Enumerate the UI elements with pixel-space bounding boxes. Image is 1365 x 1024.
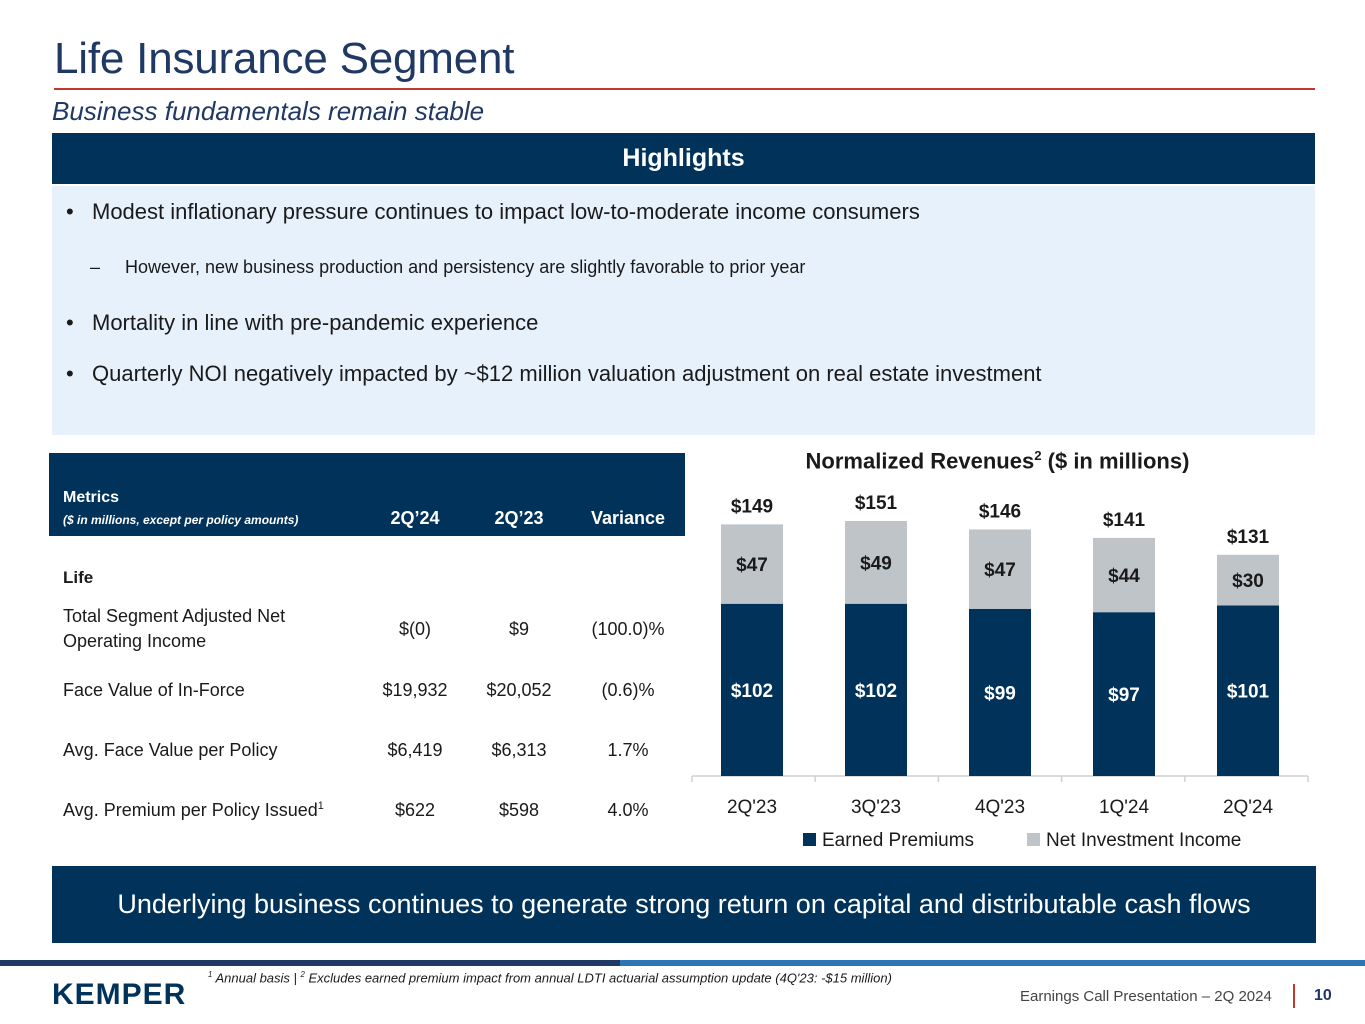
footer-rule-accent (620, 960, 1365, 966)
footnote-marker: 1 (317, 800, 324, 812)
cell-variance: 4.0% (607, 800, 649, 820)
footnote-1: Annual basis | (212, 970, 301, 986)
highlight-sub-bullet: – However, new business production and p… (90, 257, 805, 278)
title-divider (54, 88, 1315, 90)
page-subtitle: Business fundamentals remain stable (52, 96, 485, 126)
cell-2q24: $19,932 (382, 680, 448, 700)
row-label: Face Value of In-Force (63, 680, 245, 700)
metrics-table-header: Metrics ($ in millions, except per polic… (49, 453, 685, 536)
legend-label: Earned Premiums (822, 830, 974, 851)
data-label-net-investment-income: $47 (984, 560, 1016, 581)
footnote-1-marker: 1 (208, 970, 213, 979)
bullet-glyph: • (66, 310, 74, 335)
x-tick-label: 2Q'24 (1223, 797, 1274, 818)
footnote-2: Excludes earned premium impact from annu… (304, 970, 892, 986)
bar-earned-premiums (1217, 605, 1279, 776)
footnote-2-marker: 2 (300, 970, 305, 979)
x-tick-label: 1Q'24 (1099, 797, 1150, 818)
metrics-section-label: Life (63, 568, 94, 587)
cell-2q23: $598 (498, 800, 540, 820)
footnotes: 1 Annual basis | 2 Excludes earned premi… (208, 970, 892, 985)
row-label: Avg. Premium per Policy Issued1 (63, 800, 324, 821)
highlights-heading: Highlights (52, 133, 1315, 184)
column-header-variance: Variance (590, 508, 666, 528)
highlight-bullet: • Modest inflationary pressure continues… (66, 199, 920, 225)
x-tick-label: 2Q'23 (727, 797, 777, 818)
bullet-glyph: • (66, 199, 74, 224)
bar-earned-premiums (1093, 612, 1155, 776)
data-label-total: $146 (979, 501, 1021, 522)
highlights-panel: • Modest inflationary pressure continues… (52, 186, 1315, 435)
data-label-total: $151 (855, 493, 898, 514)
row-label: Avg. Face Value per Policy (63, 740, 278, 760)
metrics-heading: Metrics (63, 489, 120, 506)
bar-net-investment-income (969, 529, 1031, 609)
legend-label: Net Investment Income (1046, 830, 1241, 851)
conclusion-banner: Underlying business continues to generat… (52, 866, 1316, 943)
presentation-name: Earnings Call Presentation – 2Q 2024 (1020, 988, 1272, 1005)
column-header-2q23: 2Q’23 (494, 508, 544, 528)
legend-swatch (803, 833, 816, 846)
bullet-glyph: • (66, 361, 74, 386)
data-label-earned-premiums: $97 (1108, 685, 1140, 706)
cell-variance: (0.6)% (601, 680, 655, 700)
cell-2q24: $622 (394, 800, 436, 820)
data-label-total: $131 (1227, 527, 1270, 548)
chart-title-suffix: ($ in millions) (1041, 448, 1190, 474)
cell-2q24: $6,419 (387, 740, 443, 760)
cell-variance: 1.7% (607, 740, 649, 760)
highlight-sub-text: However, new business production and per… (125, 257, 806, 277)
data-label-earned-premiums: $102 (855, 681, 897, 702)
bar-net-investment-income (845, 521, 907, 604)
table-row: Total Segment Adjusted Net Operating Inc… (49, 606, 685, 656)
bar-earned-premiums (721, 603, 783, 776)
highlight-bullet: • Mortality in line with pre-pandemic ex… (66, 310, 538, 336)
x-tick-label: 3Q'23 (851, 797, 901, 818)
data-label-earned-premiums: $101 (1227, 682, 1270, 703)
bar-net-investment-income (721, 524, 783, 604)
kemper-logo: KEMPER (52, 978, 187, 1011)
cell-2q23: $20,052 (486, 680, 552, 700)
x-tick-label: 4Q'23 (975, 797, 1025, 818)
row-label-text: Avg. Premium per Policy Issued (63, 800, 318, 820)
cell-2q23: $9 (508, 619, 530, 639)
bar-earned-premiums (969, 608, 1031, 776)
highlight-text: Quarterly NOI negatively impacted by ~$1… (92, 361, 1042, 386)
row-label: Total Segment Adjusted Net (63, 606, 286, 626)
data-label-net-investment-income: $47 (736, 555, 768, 576)
highlight-text: Modest inflationary pressure continues t… (92, 199, 920, 224)
bar-net-investment-income (1217, 554, 1279, 606)
cell-2q23: $6,313 (491, 740, 547, 760)
highlight-bullet: • Quarterly NOI negatively impacted by ~… (66, 361, 1042, 387)
metrics-subheading: ($ in millions, except per policy amount… (63, 513, 299, 527)
highlight-text: Mortality in line with pre-pandemic expe… (92, 310, 539, 335)
row-label-continued: Operating Income (63, 631, 207, 651)
chart-title: Normalized Revenues2 ($ in millions) (690, 448, 1305, 474)
cell-variance: (100.0)% (591, 619, 665, 639)
data-label-net-investment-income: $30 (1232, 571, 1264, 592)
data-label-total: $149 (731, 496, 773, 517)
chart-title-text: Normalized Revenues (805, 448, 1035, 474)
cell-2q24: $(0) (398, 619, 431, 639)
column-header-2q24: 2Q’24 (390, 508, 440, 528)
footer-divider (1293, 984, 1295, 1008)
data-label-earned-premiums: $102 (731, 681, 773, 702)
dash-glyph: – (90, 257, 101, 277)
data-label-earned-premiums: $99 (984, 683, 1016, 704)
data-label-total: $141 (1103, 510, 1146, 531)
chart-title-footnote: 2 (1034, 448, 1042, 463)
bar-earned-premiums (845, 603, 907, 776)
revenue-chart: $102 $47 $149 2Q'23 $102 $49 $151 3Q'23 $99 $47 $1… (691, 493, 1309, 851)
data-label-net-investment-income: $49 (860, 553, 892, 574)
page-number: 10 (1314, 987, 1332, 1004)
page-title: Life Insurance Segment (54, 34, 515, 83)
bar-net-investment-income (1093, 537, 1155, 613)
data-label-net-investment-income: $44 (1108, 566, 1140, 587)
legend-swatch (1027, 833, 1040, 846)
